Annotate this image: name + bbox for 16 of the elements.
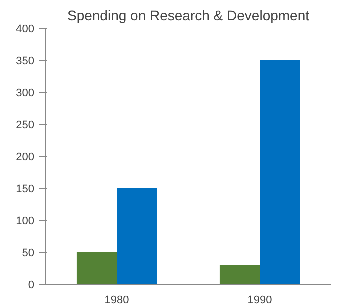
- y-tick-label: 250: [16, 120, 35, 132]
- bar: [260, 60, 300, 284]
- chart-title: Spending on Research & Development: [67, 8, 310, 24]
- y-tick-label: 50: [22, 248, 35, 260]
- y-tick-label: 200: [16, 152, 35, 164]
- y-tick-label: 300: [16, 88, 35, 100]
- bar: [117, 188, 158, 284]
- x-tick-label: 1980: [104, 294, 130, 306]
- y-tick-label: 400: [16, 24, 35, 36]
- bar: [220, 265, 260, 284]
- y-tick-label: 150: [16, 184, 35, 196]
- y-tick-label: 100: [16, 216, 35, 228]
- x-tick-label: 1990: [248, 294, 272, 306]
- bar: [76, 252, 117, 284]
- y-tick-label: 0: [28, 280, 35, 292]
- y-tick-label: 350: [16, 56, 35, 68]
